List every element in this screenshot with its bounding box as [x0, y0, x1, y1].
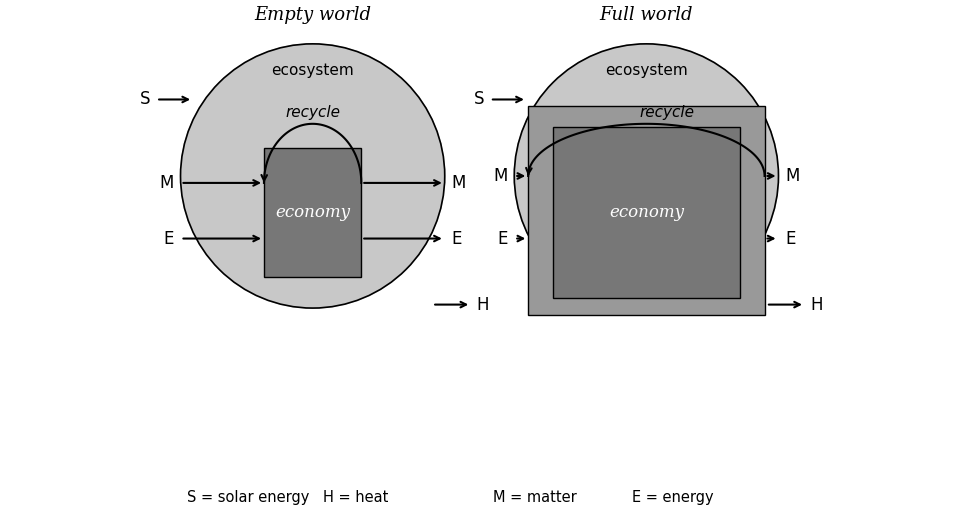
Text: Full world: Full world — [599, 6, 693, 24]
Text: H: H — [477, 296, 489, 313]
Text: H: H — [810, 296, 823, 313]
Bar — [552, 127, 740, 298]
Text: E: E — [452, 229, 462, 248]
Text: E: E — [497, 229, 507, 248]
Text: M = matter: M = matter — [494, 490, 577, 505]
Text: recycle: recycle — [285, 106, 340, 120]
Text: H = heat: H = heat — [323, 490, 388, 505]
Text: M: M — [493, 167, 507, 185]
Text: ecosystem: ecosystem — [605, 63, 688, 78]
Text: S: S — [474, 90, 484, 109]
Text: M: M — [159, 174, 174, 192]
Text: E: E — [163, 229, 174, 248]
Text: economy: economy — [609, 204, 684, 221]
Text: recycle: recycle — [640, 106, 694, 120]
Text: E = energy: E = energy — [633, 490, 714, 505]
Text: S = solar energy: S = solar energy — [187, 490, 310, 505]
Bar — [528, 107, 764, 315]
Bar — [264, 148, 362, 277]
Text: M: M — [785, 167, 800, 185]
Circle shape — [180, 44, 445, 308]
Text: ecosystem: ecosystem — [271, 63, 354, 78]
Text: Empty world: Empty world — [254, 6, 371, 24]
Text: S: S — [140, 90, 151, 109]
Circle shape — [514, 44, 779, 308]
Text: M: M — [452, 174, 466, 192]
Text: E: E — [785, 229, 796, 248]
Text: economy: economy — [275, 204, 350, 221]
